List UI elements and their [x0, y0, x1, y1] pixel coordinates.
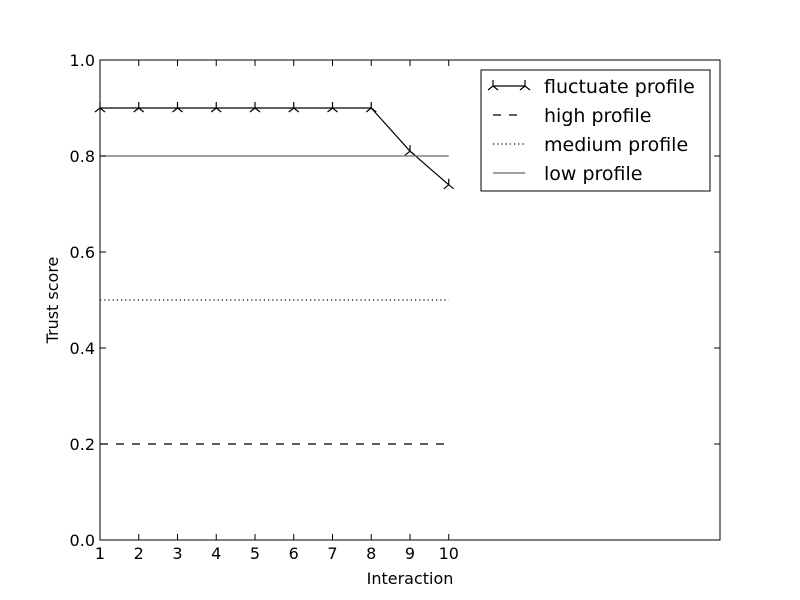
- y-tick-label: 1.0: [70, 51, 95, 70]
- x-tick-label: 1: [95, 544, 105, 563]
- data-point: [172, 102, 183, 113]
- axis-ticks: 1 2 3 4 5 6 7 8 9 10 0.0 0.2 0.4 0.6 0.8 1.0: [70, 51, 720, 563]
- x-tick-label: 5: [250, 544, 260, 563]
- legend-label: medium profile: [544, 134, 688, 156]
- x-axis-label: Interaction: [367, 569, 454, 588]
- y-tick-label: 0.8: [70, 147, 95, 166]
- data-point: [210, 102, 222, 113]
- legend-marker: [519, 80, 531, 91]
- legend-box: [480, 69, 711, 192]
- data-point: [404, 145, 416, 156]
- legend-item: fluctuate profile: [487, 76, 695, 98]
- series-line: [100, 107, 450, 186]
- y-tick-label: 0.2: [70, 435, 95, 454]
- y-tick-label: 0.6: [70, 243, 95, 262]
- y-axis-label: Trust score: [43, 257, 62, 345]
- legend-item: high profile: [493, 105, 651, 127]
- x-tick-label: 8: [366, 544, 376, 563]
- data-point: [288, 102, 300, 113]
- legend-label: low profile: [544, 163, 643, 185]
- x-tick-label: 7: [327, 544, 337, 563]
- legend: fluctuate profile high profile medium prof…: [480, 69, 711, 192]
- plot-layer: [94, 102, 455, 445]
- data-point: [327, 102, 338, 113]
- x-tick-label: 9: [405, 544, 415, 563]
- legend-label: fluctuate profile: [544, 76, 695, 98]
- data-point: [443, 178, 455, 190]
- legend-marker: [487, 80, 499, 91]
- y-tick-label: 0.4: [70, 339, 95, 358]
- series-1: [94, 102, 455, 190]
- x-tick-label: 2: [134, 544, 144, 563]
- x-tick-label: 10: [439, 544, 459, 563]
- legend-item: low profile: [493, 163, 643, 185]
- data-point: [365, 102, 377, 113]
- y-tick-label: 0.0: [70, 531, 95, 550]
- data-point: [133, 102, 145, 113]
- x-tick-label: 6: [289, 544, 299, 563]
- legend-label: high profile: [544, 105, 651, 127]
- data-point: [249, 102, 261, 113]
- x-tick-label: 3: [172, 544, 182, 563]
- legend-item: medium profile: [493, 134, 688, 156]
- x-tick-label: 4: [211, 544, 221, 563]
